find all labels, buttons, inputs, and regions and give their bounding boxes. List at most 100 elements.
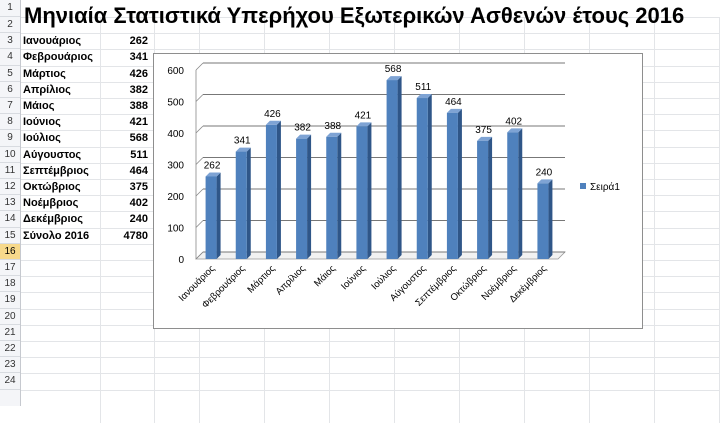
grid-col-line — [654, 17, 655, 423]
month-cell[interactable]: Σεπτέμβριος — [23, 164, 89, 177]
row-number[interactable]: 20 — [0, 309, 20, 325]
bar — [386, 76, 402, 259]
value-cell[interactable]: 464 — [129, 164, 148, 177]
month-cell[interactable]: Μάρτιος — [23, 67, 66, 80]
value-cell[interactable]: 240 — [129, 213, 148, 226]
month-cell[interactable]: Απρίλιος — [23, 83, 71, 96]
bar-side — [276, 120, 281, 259]
legend-label: Σειρά1 — [590, 181, 620, 193]
y-tick-label: 0 — [178, 255, 184, 266]
y-tick-label: 100 — [167, 224, 184, 235]
bar — [537, 179, 553, 259]
row-number[interactable]: 2 — [0, 17, 20, 34]
value-cell[interactable]: 341 — [129, 51, 148, 64]
month-cell[interactable]: Αύγουστος — [23, 148, 82, 161]
gridline-depth — [195, 251, 204, 260]
row-number[interactable]: 14 — [0, 211, 20, 228]
row-number[interactable]: 15 — [0, 228, 20, 244]
bar — [356, 122, 372, 259]
gridline-depth — [195, 188, 204, 197]
bar-side — [307, 134, 312, 259]
bar-face — [477, 140, 489, 259]
gridline-depth — [195, 157, 204, 165]
value-cell[interactable]: 511 — [130, 148, 148, 161]
bar-side — [518, 128, 523, 259]
month-cell[interactable]: Ιανουάριος — [23, 35, 82, 48]
month-cell[interactable]: Νοέμβριος — [23, 197, 79, 210]
value-cell[interactable]: 382 — [129, 83, 148, 96]
bar-side — [397, 76, 402, 259]
data-label: 421 — [355, 110, 372, 121]
y-tick-label: 300 — [167, 161, 184, 172]
bar-top — [205, 172, 221, 177]
row-number[interactable]: 11 — [0, 163, 20, 179]
total-value-cell[interactable]: 4780 — [123, 229, 148, 242]
month-cell[interactable]: Ιούλιος — [23, 132, 61, 145]
data-label: 388 — [324, 121, 341, 132]
month-cell[interactable]: Οκτώβριος — [23, 181, 81, 193]
value-cell[interactable]: 421 — [129, 116, 148, 129]
value-cell[interactable]: 388 — [129, 100, 148, 112]
bar-side — [488, 136, 493, 259]
row-number[interactable]: 21 — [0, 325, 20, 341]
row-number[interactable]: 12 — [0, 179, 20, 196]
bar-side — [337, 132, 342, 259]
bar — [235, 147, 251, 259]
bar-face — [446, 112, 458, 259]
value-cell[interactable]: 568 — [129, 132, 148, 145]
value-cell[interactable]: 402 — [129, 197, 148, 210]
value-cell[interactable]: 262 — [129, 35, 148, 48]
row-number[interactable]: 6 — [0, 82, 20, 98]
row-number[interactable]: 7 — [0, 98, 20, 115]
bar-face — [205, 176, 217, 259]
row-number[interactable]: 17 — [0, 260, 20, 277]
row-number[interactable]: 3 — [0, 33, 20, 50]
total-label-cell[interactable]: Σύνολο 2016 — [23, 229, 90, 242]
x-tick-label: Απρίλιος — [274, 263, 308, 297]
grid-row-line — [21, 49, 720, 51]
data-label: 511 — [415, 82, 431, 93]
bar-face — [507, 132, 519, 259]
data-label: 464 — [445, 97, 462, 108]
x-tick-label: Μάιος — [312, 263, 338, 289]
grid-row-line — [21, 341, 720, 342]
month-cell[interactable]: Μάιος — [23, 100, 55, 112]
data-label: 568 — [385, 64, 402, 75]
bar-top — [386, 76, 402, 81]
bar — [446, 108, 462, 259]
data-label: 402 — [505, 116, 522, 127]
data-label: 341 — [234, 136, 251, 147]
value-cell[interactable]: 426 — [129, 67, 148, 80]
bar — [477, 136, 493, 259]
month-cell[interactable]: Ιούνιος — [23, 116, 61, 129]
data-label: 262 — [204, 160, 221, 171]
row-number[interactable]: 23 — [0, 357, 20, 374]
row-number[interactable]: 19 — [0, 292, 20, 309]
month-cell[interactable]: Δεκέμβριος — [23, 213, 83, 226]
row-number[interactable]: 9 — [0, 130, 20, 147]
row-number[interactable]: 5 — [0, 66, 20, 82]
row-number[interactable]: 4 — [0, 49, 20, 66]
row-number[interactable]: 1 — [0, 0, 20, 17]
x-tick-label: Μάρτιος — [245, 263, 277, 295]
bar-top — [326, 132, 342, 137]
chart-area[interactable]: 0 100 200 300 400 500 600 262 Ιανουάριος 341 Φεβρο… — [153, 53, 643, 329]
bar-top — [296, 134, 312, 139]
row-number[interactable]: 13 — [0, 195, 20, 212]
month-cell[interactable]: Φεβρουάριος — [23, 51, 93, 64]
bar-top — [235, 147, 251, 152]
row-number[interactable]: 22 — [0, 341, 20, 358]
row-number[interactable]: 18 — [0, 276, 20, 293]
row-number[interactable]: 10 — [0, 147, 20, 163]
bar-top — [537, 179, 553, 184]
row-number[interactable]: 8 — [0, 114, 20, 131]
sheet-title: Μηνιαία Στατιστικά Υπερήχου Εξωτερικών Α… — [24, 3, 685, 28]
row-number[interactable]: 16 — [0, 243, 20, 260]
bar-face — [296, 138, 308, 259]
x-tick-label: Ιούλιος — [369, 263, 398, 292]
bar-top — [446, 108, 462, 113]
value-cell[interactable]: 375 — [129, 181, 148, 193]
legend: Σειρά1 — [580, 181, 620, 193]
row-number[interactable]: 24 — [0, 373, 20, 390]
bar-side — [246, 147, 251, 259]
